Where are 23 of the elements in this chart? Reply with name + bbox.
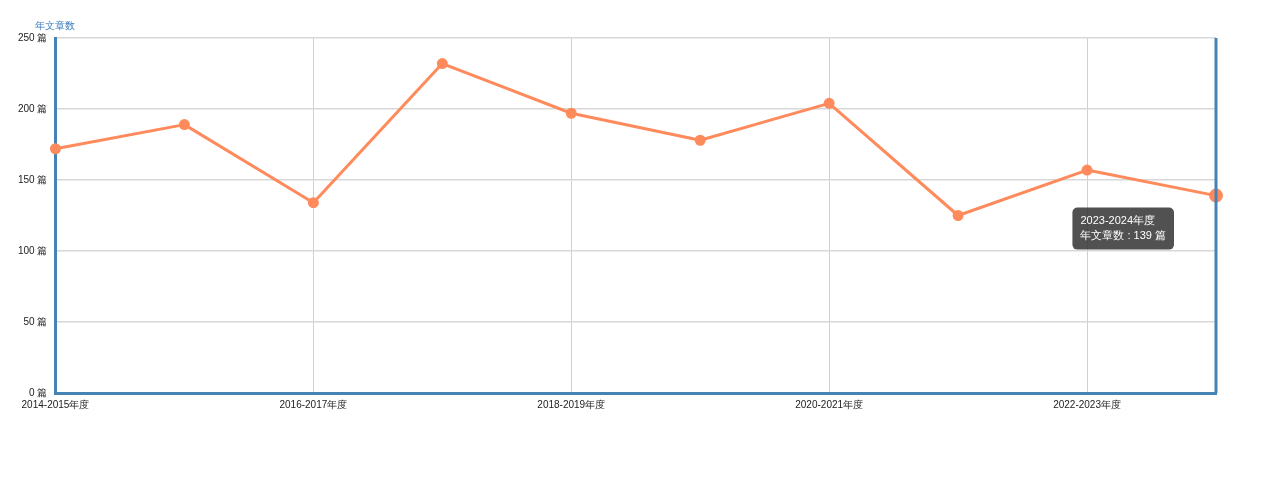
- point: [49, 143, 61, 155]
- x-tick-label: 2020-2021年度: [795, 398, 864, 410]
- x-tick-label: 2016-2017年度: [279, 398, 348, 410]
- y-tick-label: 0 篇: [29, 386, 48, 398]
- y-tick-label: 250 篇: [17, 31, 48, 43]
- x-tick-label: 2022-2023年度: [1053, 398, 1121, 410]
- annotation: 2023-2024年度: [1080, 213, 1156, 226]
- x-tick-label: 2018-2019年度: [537, 398, 606, 410]
- x-tick-label: 2014-2015年度: [21, 398, 90, 410]
- point: [1081, 164, 1093, 176]
- y-axis-title: 年文章数: [35, 19, 76, 31]
- point: [565, 107, 577, 119]
- y-tick-label: 200 篇: [17, 102, 48, 114]
- point: [436, 58, 448, 70]
- point: [952, 210, 964, 221]
- point: [694, 134, 706, 146]
- point: [178, 119, 190, 131]
- y-tick-label: 50 篇: [23, 315, 48, 327]
- point: [823, 97, 835, 109]
- point: [307, 197, 319, 209]
- y-tick-label: 150 篇: [17, 173, 48, 185]
- y-tick-label: 100 篇: [17, 244, 48, 256]
- annotation: 年文章数 : 139 篇: [1080, 228, 1166, 241]
